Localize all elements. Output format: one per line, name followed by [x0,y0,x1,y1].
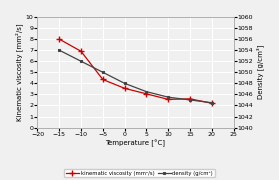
kinematic viscosity (mm²/s) [101,78,105,81]
density (g/cm³) [145,91,148,93]
X-axis label: Temperature [°C]: Temperature [°C] [105,140,165,147]
density (g/cm³) [57,49,61,51]
density (g/cm³) [188,99,192,101]
kinematic viscosity (mm²/s) [210,102,213,104]
kinematic viscosity (mm²/s) [167,98,170,100]
Y-axis label: Kinematic viscosity [mm²/s]: Kinematic viscosity [mm²/s] [15,23,23,121]
density (g/cm³) [167,96,170,98]
kinematic viscosity (mm²/s) [188,98,192,100]
Legend: kinematic viscosity (mm²/s), density (g/cm³): kinematic viscosity (mm²/s), density (g/… [64,169,215,177]
Y-axis label: Density [g/cm³]: Density [g/cm³] [256,45,264,100]
Line: kinematic viscosity (mm²/s): kinematic viscosity (mm²/s) [56,36,215,106]
density (g/cm³) [210,102,213,104]
Line: density (g/cm³): density (g/cm³) [58,49,213,104]
kinematic viscosity (mm²/s) [57,38,61,40]
density (g/cm³) [79,60,83,62]
kinematic viscosity (mm²/s) [123,87,126,89]
density (g/cm³) [123,82,126,84]
density (g/cm³) [101,71,105,73]
kinematic viscosity (mm²/s) [145,93,148,95]
kinematic viscosity (mm²/s) [79,50,83,52]
